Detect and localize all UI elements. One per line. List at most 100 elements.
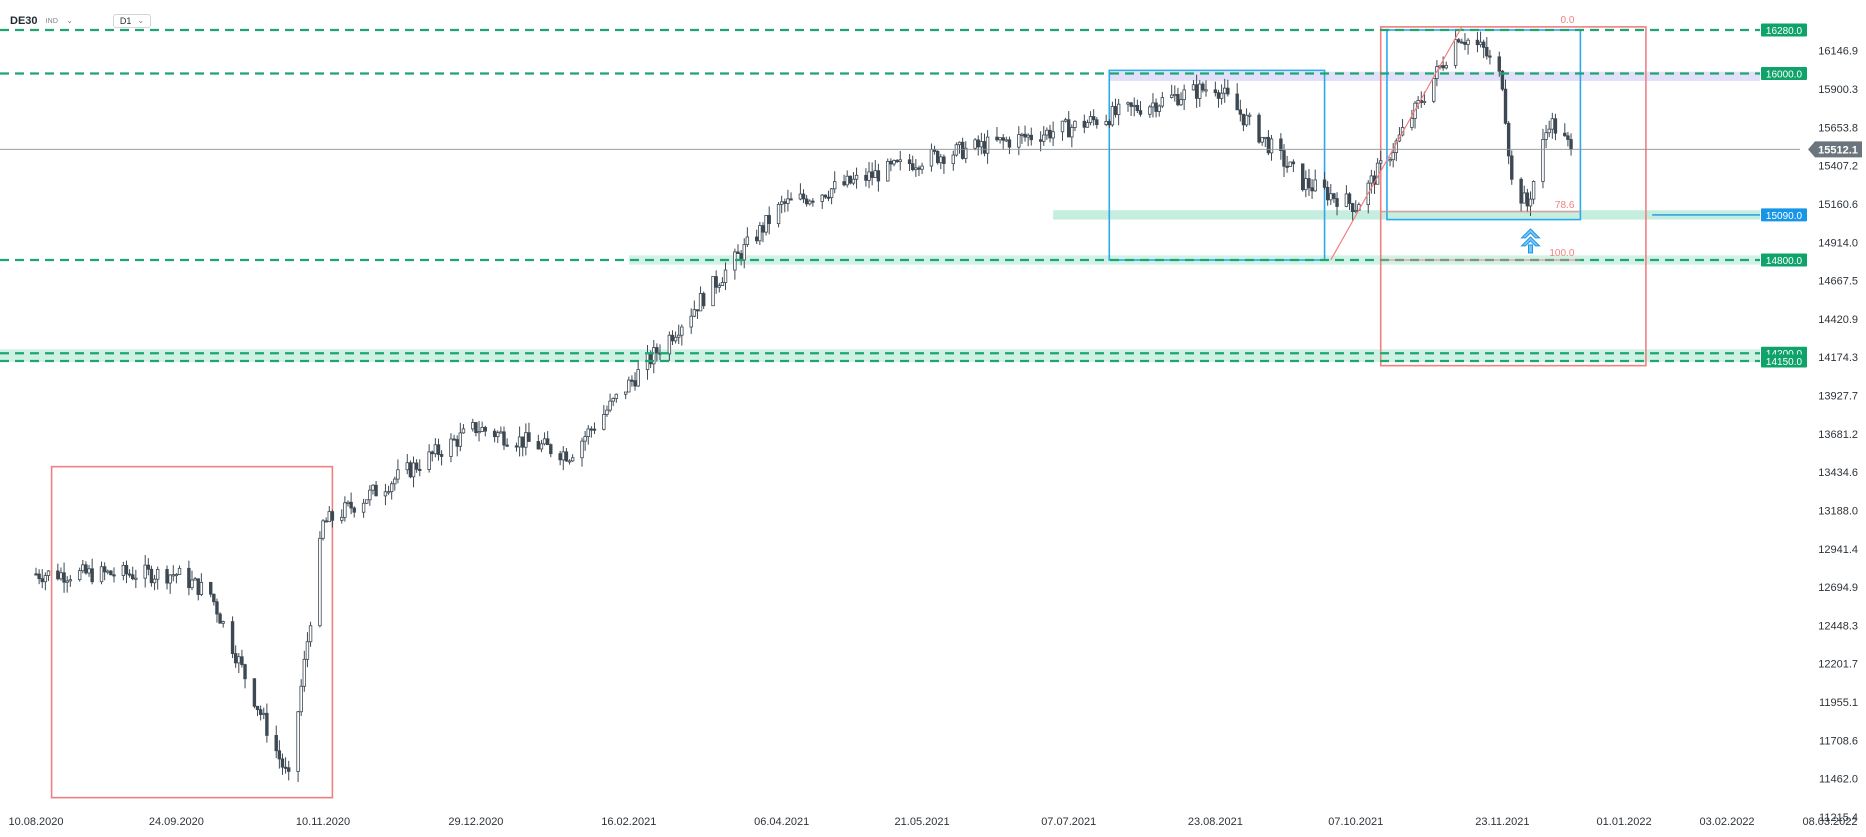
candle[interactable]	[1410, 109, 1414, 131]
candle[interactable]	[383, 483, 388, 506]
candle[interactable]	[1391, 143, 1395, 168]
candle[interactable]	[1269, 134, 1274, 161]
candle[interactable]	[1029, 127, 1033, 146]
candle[interactable]	[1522, 185, 1526, 204]
candle[interactable]	[680, 324, 684, 346]
candle[interactable]	[611, 397, 615, 407]
candle[interactable]	[907, 153, 912, 172]
candle[interactable]	[1038, 131, 1043, 152]
candle[interactable]	[580, 437, 584, 467]
candle[interactable]	[1266, 130, 1271, 156]
candle[interactable]	[221, 620, 225, 628]
candle[interactable]	[187, 560, 191, 596]
candle[interactable]	[318, 531, 322, 628]
candle[interactable]	[127, 569, 132, 578]
candle[interactable]	[942, 154, 946, 174]
candle[interactable]	[677, 324, 681, 344]
candle[interactable]	[209, 581, 213, 598]
candle[interactable]	[811, 198, 815, 207]
candle[interactable]	[1478, 31, 1483, 48]
candle[interactable]	[505, 438, 509, 447]
candle[interactable]	[308, 621, 313, 647]
candle[interactable]	[1169, 84, 1174, 99]
candle[interactable]	[514, 442, 519, 452]
candle[interactable]	[427, 444, 431, 473]
candle[interactable]	[1004, 136, 1009, 142]
candle[interactable]	[143, 555, 147, 588]
candle[interactable]	[1107, 119, 1111, 128]
candle[interactable]	[212, 593, 216, 606]
candle[interactable]	[134, 569, 138, 589]
candle[interactable]	[1126, 101, 1130, 112]
candle[interactable]	[368, 485, 372, 506]
candle[interactable]	[1001, 133, 1005, 150]
candle[interactable]	[764, 215, 768, 236]
candle[interactable]	[951, 150, 955, 171]
candle[interactable]	[982, 133, 987, 157]
candle[interactable]	[240, 649, 244, 668]
candle[interactable]	[283, 757, 288, 774]
candle[interactable]	[985, 130, 990, 164]
candle[interactable]	[895, 159, 899, 163]
candle[interactable]	[808, 199, 812, 206]
candle[interactable]	[842, 174, 846, 187]
consolidation-box-1[interactable]	[1108, 69, 1326, 261]
candle[interactable]	[786, 189, 790, 212]
candle[interactable]	[1475, 31, 1480, 53]
candle[interactable]	[109, 570, 113, 576]
candle[interactable]	[449, 433, 453, 463]
support-price-tag[interactable]: 15090.0	[1761, 208, 1807, 222]
candle[interactable]	[867, 162, 871, 189]
candle[interactable]	[820, 193, 824, 209]
candle[interactable]	[1531, 180, 1536, 205]
candle[interactable]	[723, 262, 728, 291]
candle[interactable]	[1485, 37, 1489, 60]
candle[interactable]	[1154, 98, 1158, 118]
candle[interactable]	[1051, 121, 1055, 146]
candle[interactable]	[583, 430, 587, 451]
candle[interactable]	[190, 570, 194, 591]
level-price-tag[interactable]: 16280.0	[1761, 23, 1807, 38]
candle[interactable]	[1213, 81, 1218, 97]
candle[interactable]	[196, 578, 200, 601]
candle[interactable]	[340, 509, 344, 524]
candle[interactable]	[1344, 185, 1349, 208]
candle[interactable]	[570, 454, 575, 462]
current-price-tag[interactable]: 15512.1	[1808, 141, 1862, 158]
candle[interactable]	[349, 492, 353, 515]
candle[interactable]	[84, 561, 88, 575]
candle[interactable]	[461, 424, 466, 434]
candle[interactable]	[717, 282, 721, 293]
candle[interactable]	[502, 426, 506, 451]
candle[interactable]	[46, 570, 51, 581]
candle[interactable]	[1553, 113, 1558, 141]
candle[interactable]	[592, 422, 597, 435]
candle[interactable]	[1541, 128, 1545, 189]
candle[interactable]	[1191, 80, 1196, 91]
zone-support-15090[interactable]	[1053, 210, 1760, 220]
candle[interactable]	[1325, 181, 1330, 206]
candle[interactable]	[252, 677, 257, 709]
candle[interactable]	[521, 436, 525, 457]
candle[interactable]	[1332, 192, 1336, 204]
candle[interactable]	[352, 506, 356, 518]
candle[interactable]	[851, 172, 856, 186]
candle[interactable]	[1067, 111, 1071, 138]
candle[interactable]	[1441, 56, 1445, 71]
candle[interactable]	[564, 448, 569, 462]
candle[interactable]	[1129, 102, 1133, 116]
candle[interactable]	[321, 519, 325, 541]
candle[interactable]	[1151, 93, 1155, 118]
candle[interactable]	[845, 170, 849, 188]
candle[interactable]	[396, 459, 400, 484]
candle[interactable]	[1179, 92, 1183, 107]
candle[interactable]	[480, 421, 484, 433]
candle[interactable]	[1063, 117, 1068, 123]
candle[interactable]	[414, 459, 419, 473]
candle[interactable]	[1082, 114, 1087, 134]
candle[interactable]	[1413, 101, 1417, 129]
candle[interactable]	[106, 569, 110, 575]
level-price-tag[interactable]: 14800.0	[1761, 253, 1807, 267]
candle[interactable]	[829, 187, 834, 205]
candle[interactable]	[237, 653, 241, 674]
